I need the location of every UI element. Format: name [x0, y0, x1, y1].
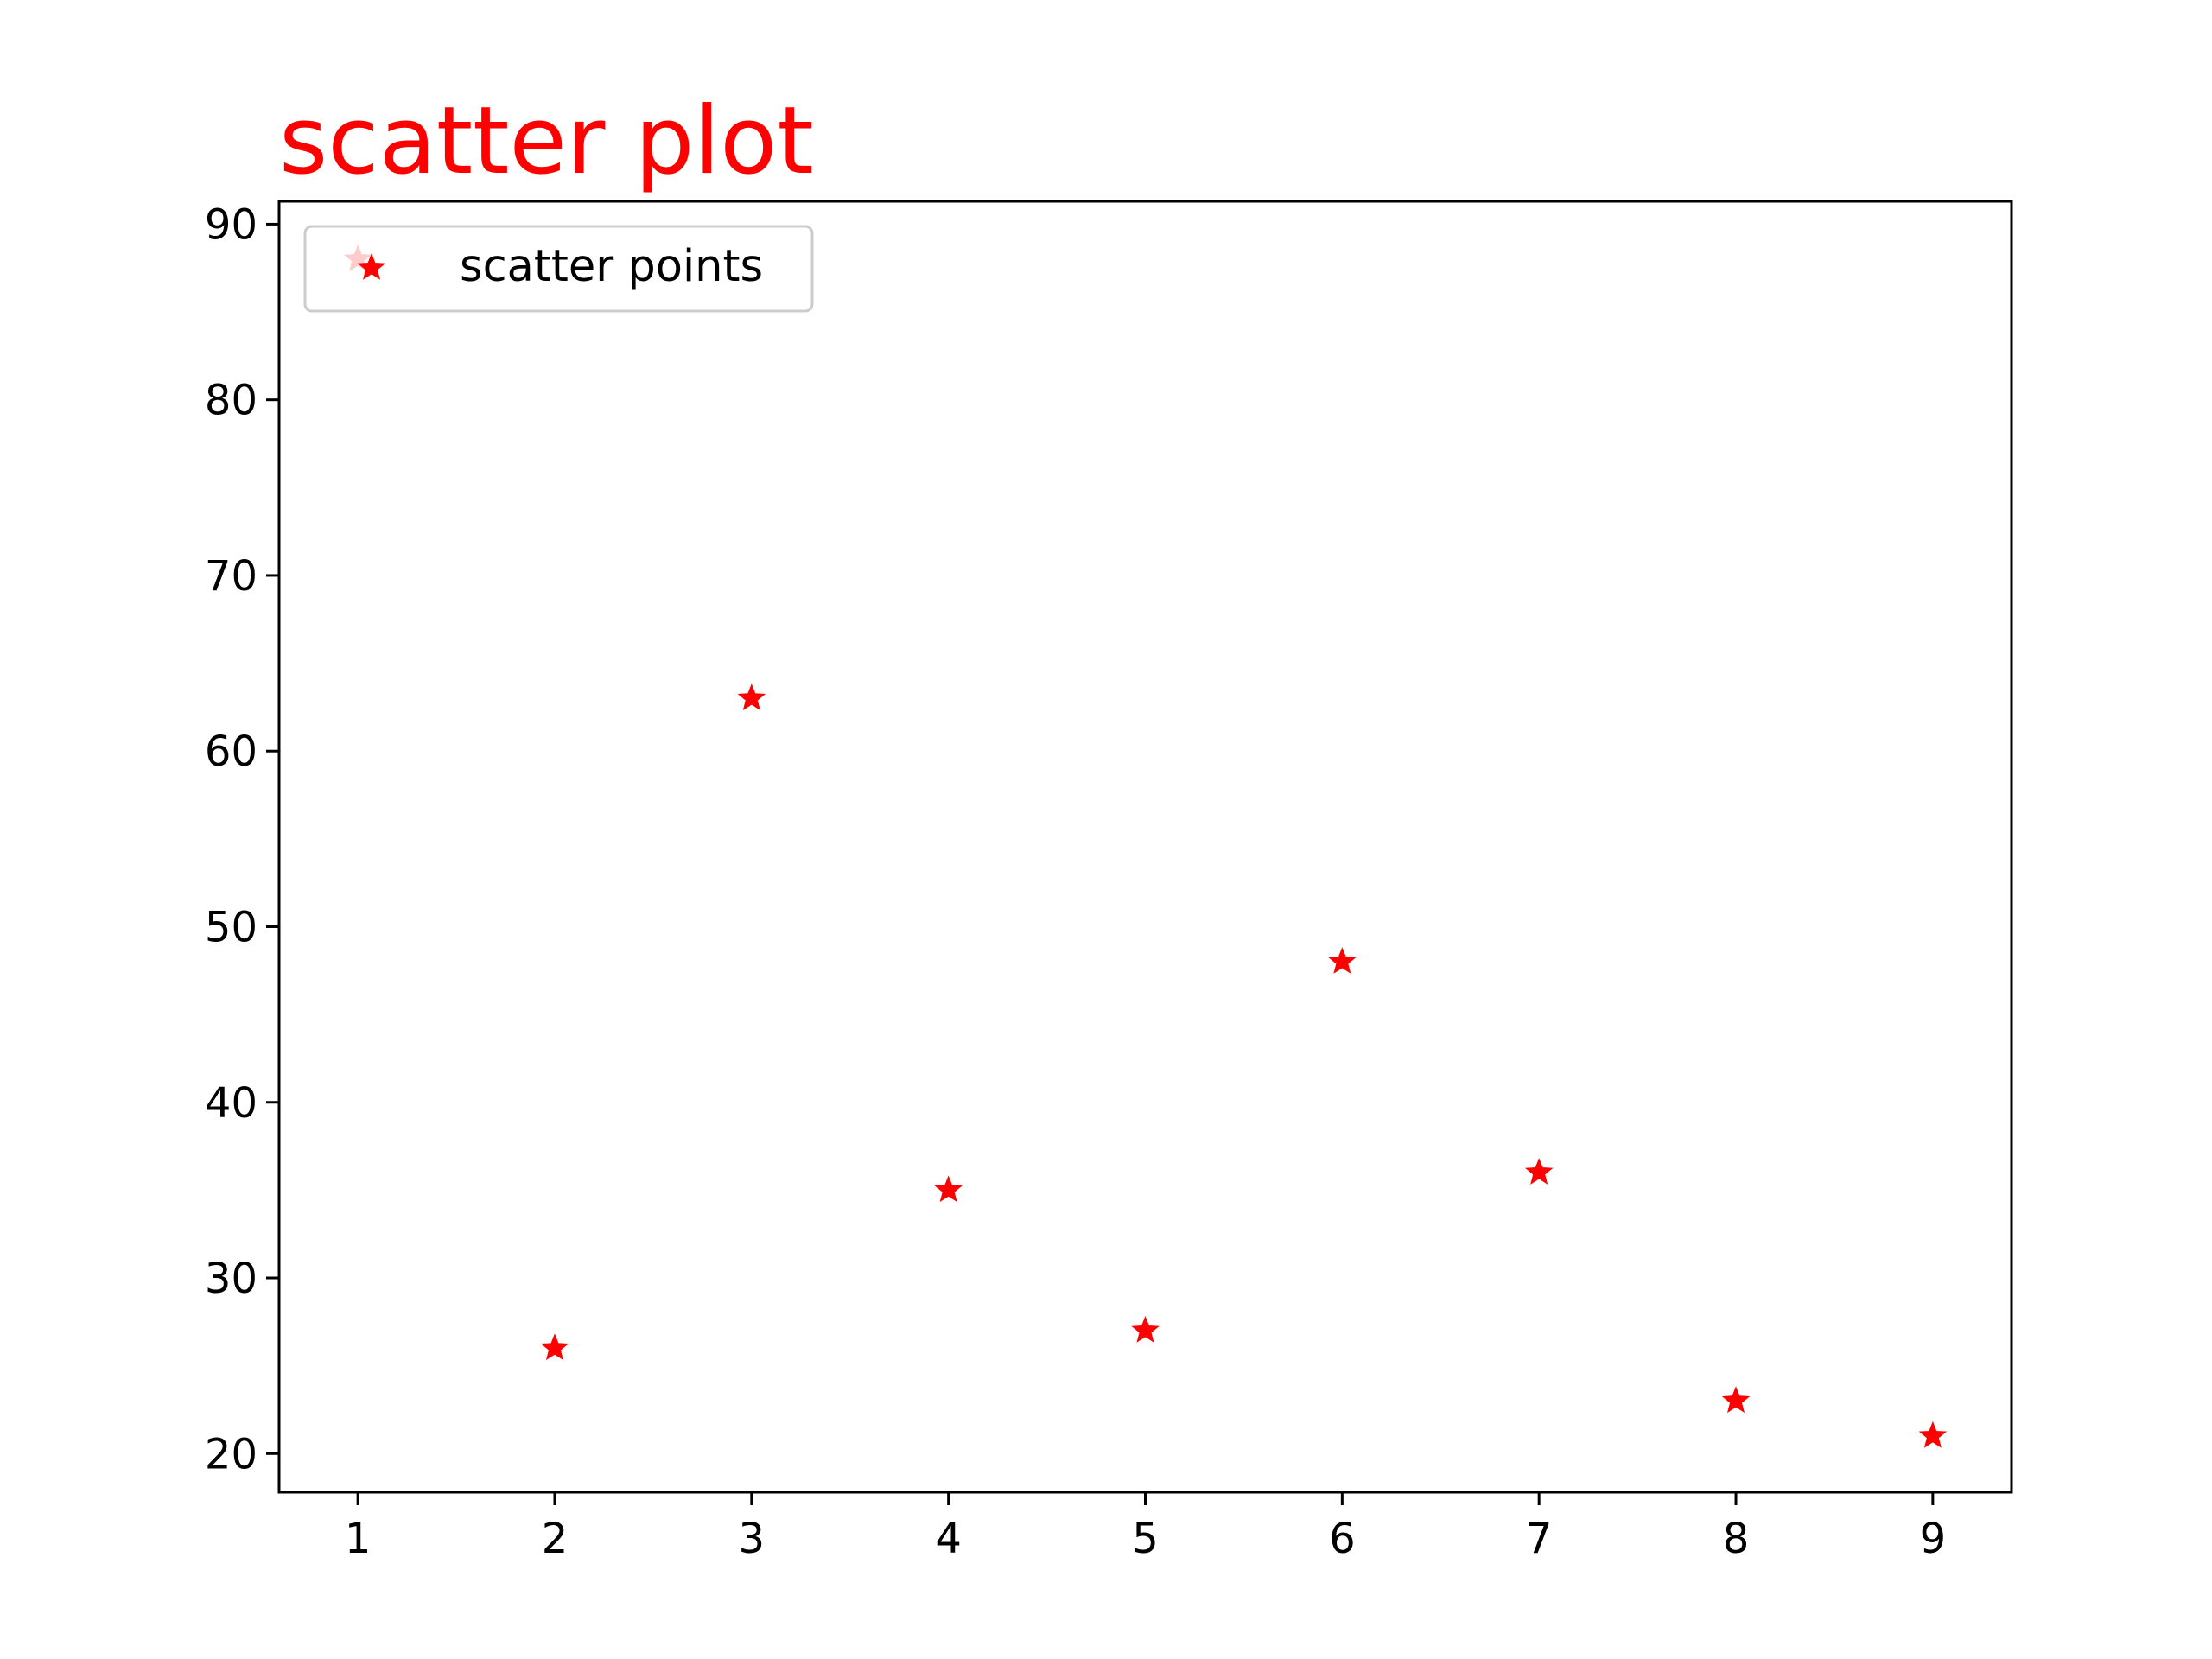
legend-label: scatter points [460, 241, 763, 292]
y-tick-label: 50 [205, 903, 257, 951]
chart-title: scatter plot [279, 87, 814, 195]
y-tick-label: 90 [205, 200, 257, 249]
x-tick-label: 6 [1329, 1515, 1356, 1563]
y-tick-label: 20 [205, 1430, 257, 1478]
legend: scatter points [303, 225, 814, 313]
x-tick-label: 5 [1132, 1515, 1159, 1563]
x-tick-label: 4 [935, 1515, 962, 1563]
y-tick-label: 40 [205, 1079, 257, 1128]
y-axis-ticks: 20 30 40 50 60 70 80 90 [205, 200, 279, 1478]
x-tick-label: 9 [1920, 1515, 1947, 1563]
scatter-point [1524, 1158, 1554, 1185]
x-tick-label: 8 [1723, 1515, 1750, 1563]
legend-star-icon [357, 252, 386, 280]
y-tick-label: 80 [205, 377, 257, 425]
y-tick-label: 30 [205, 1255, 257, 1303]
scatter-point [1721, 1386, 1751, 1414]
legend-marker-star-icon [357, 252, 386, 280]
scatter-point [540, 1333, 569, 1361]
x-tick-label: 1 [345, 1515, 372, 1563]
y-tick-label: 60 [205, 728, 257, 776]
scatter-point [737, 683, 766, 711]
plot-area-frame [277, 200, 2013, 1494]
x-axis-ticks: 1 2 3 4 5 6 7 8 9 [345, 1492, 1946, 1563]
x-tick-label: 2 [542, 1515, 569, 1563]
x-tick-label: 3 [739, 1515, 766, 1563]
scatter-point [1131, 1315, 1160, 1343]
x-tick-label: 7 [1526, 1515, 1553, 1563]
legend-box [303, 225, 814, 313]
scatter-point [1918, 1421, 1948, 1448]
scatter-point [934, 1175, 963, 1203]
y-tick-label: 70 [205, 552, 257, 601]
scatter-point [1328, 947, 1357, 974]
